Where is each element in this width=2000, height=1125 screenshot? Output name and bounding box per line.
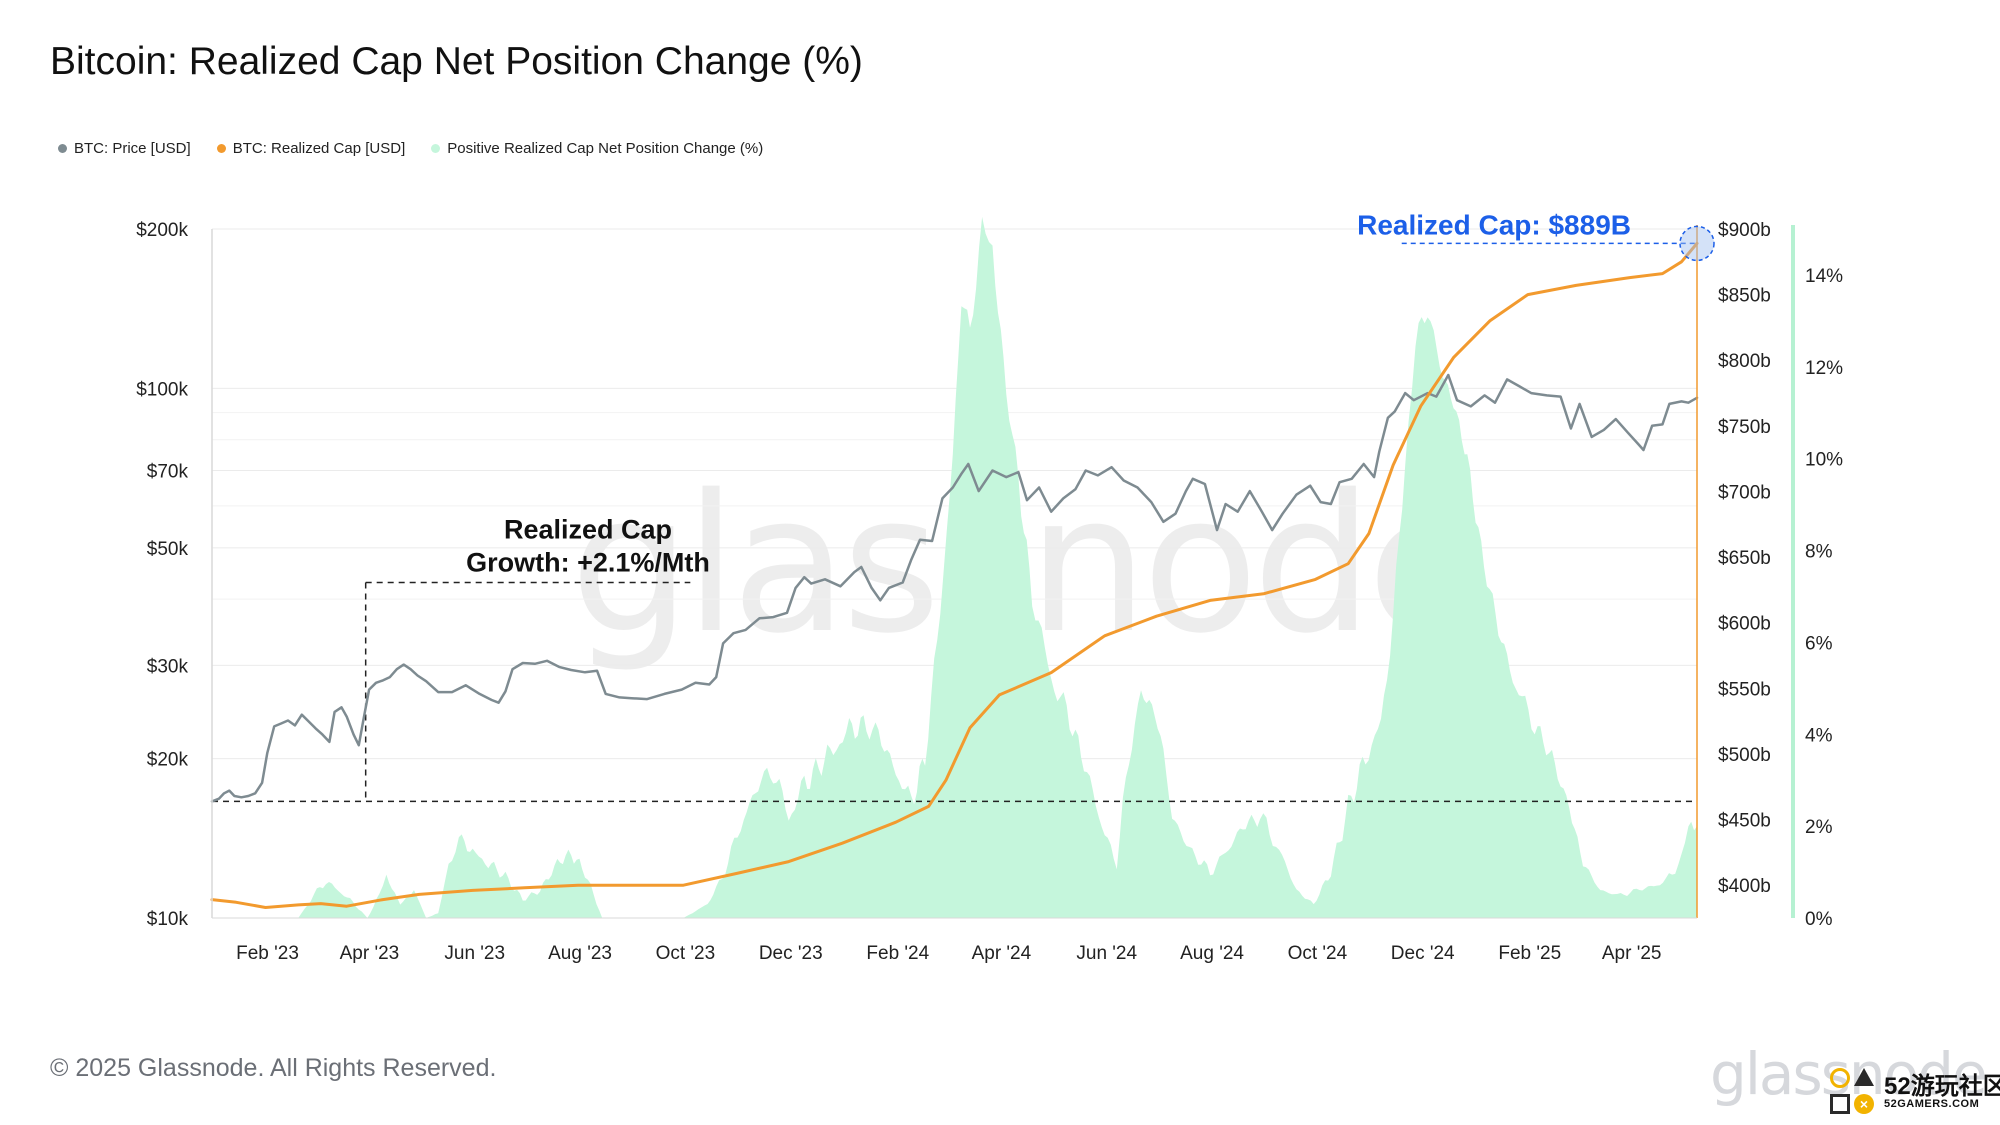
y-left-tick-label: $70k <box>147 461 189 482</box>
x-tick-label: Apr '25 <box>1602 943 1662 964</box>
x-tick-label: Oct '23 <box>656 943 716 964</box>
chart-title: Bitcoin: Realized Cap Net Position Chang… <box>50 40 863 83</box>
y-left-tick-label: $200k <box>136 220 188 241</box>
y-left-tick-label: $100k <box>136 379 188 400</box>
legend-item-realized-cap[interactable]: BTC: Realized Cap [USD] <box>216 140 406 157</box>
x-tick-label: Aug '23 <box>548 943 612 964</box>
y-right-tick-label: $900b <box>1718 220 1771 241</box>
x-tick-label: Feb '25 <box>1498 943 1561 964</box>
x-tick-label: Feb '23 <box>236 943 299 964</box>
site-badge[interactable]: × 52游玩社区 52GAMERS.COM <box>1828 1066 2000 1118</box>
chart-canvas: glassnode $10k$20k$30k$50k$70k$100k$200k… <box>136 209 1843 964</box>
y-right-tick-label: $550b <box>1718 679 1771 700</box>
y-right-tick-label: $650b <box>1718 548 1771 569</box>
badge-main-text: 52游玩社区 <box>1884 1072 2000 1100</box>
y-right-tick-label: $500b <box>1718 745 1771 766</box>
y-left-tick-label: $30k <box>147 656 189 677</box>
annotation-growth-line: Realized Cap <box>504 515 672 545</box>
annotation-marker-circle <box>1679 225 1715 262</box>
legend-item-net-position[interactable]: Positive Realized Cap Net Position Chang… <box>431 140 763 157</box>
y-right-tick-label: $450b <box>1718 811 1771 832</box>
y-right2-tick-label: 12% <box>1805 358 1843 379</box>
badge-sub-text: 52GAMERS.COM <box>1884 1097 1980 1110</box>
legend-label-net-position: Positive Realized Cap Net Position Chang… <box>447 140 764 157</box>
y-right-tick-label: $800b <box>1718 351 1771 372</box>
x-tick-label: Jun '24 <box>1076 943 1137 964</box>
axes: $10k $20k $30k $50k $70k $100k $200k $400b $450b… <box>136 220 1843 964</box>
series-line-realized-cap <box>210 241 1699 909</box>
annotation-growth-line: Growth: +2.1%/Mth <box>466 548 710 578</box>
x-tick-label: Jun '23 <box>444 943 505 964</box>
annotation-realized-cap: Realized Cap: $889B <box>1357 209 1631 240</box>
y-left-tick-label: $10k <box>147 909 189 930</box>
legend-dot-net-position <box>431 144 441 153</box>
y-right2-tick-label: 4% <box>1805 725 1833 746</box>
badge-text: 52游玩社区 52GAMERS.COM <box>1884 1072 2000 1110</box>
net-position-area <box>212 216 1697 918</box>
y-right2-tick-label: 10% <box>1805 450 1843 471</box>
x-tick-label: Apr '24 <box>972 943 1032 964</box>
y-left-tick-label: $50k <box>147 539 189 560</box>
y-right-tick-label: $600b <box>1718 614 1771 635</box>
legend-label-price: BTC: Price [USD] <box>74 140 191 157</box>
y-right2-tick-label: 2% <box>1805 817 1833 838</box>
y-right2-tick-label: 8% <box>1805 542 1833 563</box>
x-tick-label: Dec '24 <box>1391 943 1455 964</box>
badge-logo-icon: × <box>1828 1066 1878 1118</box>
y-right-tick-label: $850b <box>1718 286 1771 307</box>
x-tick-label: Aug '24 <box>1180 943 1244 964</box>
reference-lines <box>212 242 1697 803</box>
y-right2-tick-label: 6% <box>1805 633 1833 654</box>
legend-dot-realized-cap <box>216 144 226 153</box>
copyright-text: © 2025 Glassnode. All Rights Reserved. <box>50 1054 497 1082</box>
y-right-tick-label: $700b <box>1718 482 1771 503</box>
x-tick-label: Feb '24 <box>866 943 929 964</box>
legend-label-realized-cap: BTC: Realized Cap [USD] <box>232 140 406 157</box>
legend-dot-price <box>58 144 67 153</box>
y-right2-tick-label: 0% <box>1805 909 1833 930</box>
series-area-net-position <box>212 216 1697 918</box>
x-tick-label: Oct '24 <box>1288 943 1348 964</box>
legend-item-price[interactable]: BTC: Price [USD] <box>58 140 191 157</box>
series-lines <box>210 241 1699 909</box>
y-right-tick-label: $400b <box>1718 876 1771 897</box>
x-tick-label: Dec '23 <box>759 943 823 964</box>
legend: BTC: Price [USD] BTC: Realized Cap [USD]… <box>58 140 763 157</box>
x-tick-label: Apr '23 <box>340 943 400 964</box>
series-line-price <box>210 373 1699 803</box>
y-left-tick-label: $20k <box>147 750 189 771</box>
y-right-tick-label: $750b <box>1718 417 1771 438</box>
y-right2-tick-label: 14% <box>1805 266 1843 287</box>
